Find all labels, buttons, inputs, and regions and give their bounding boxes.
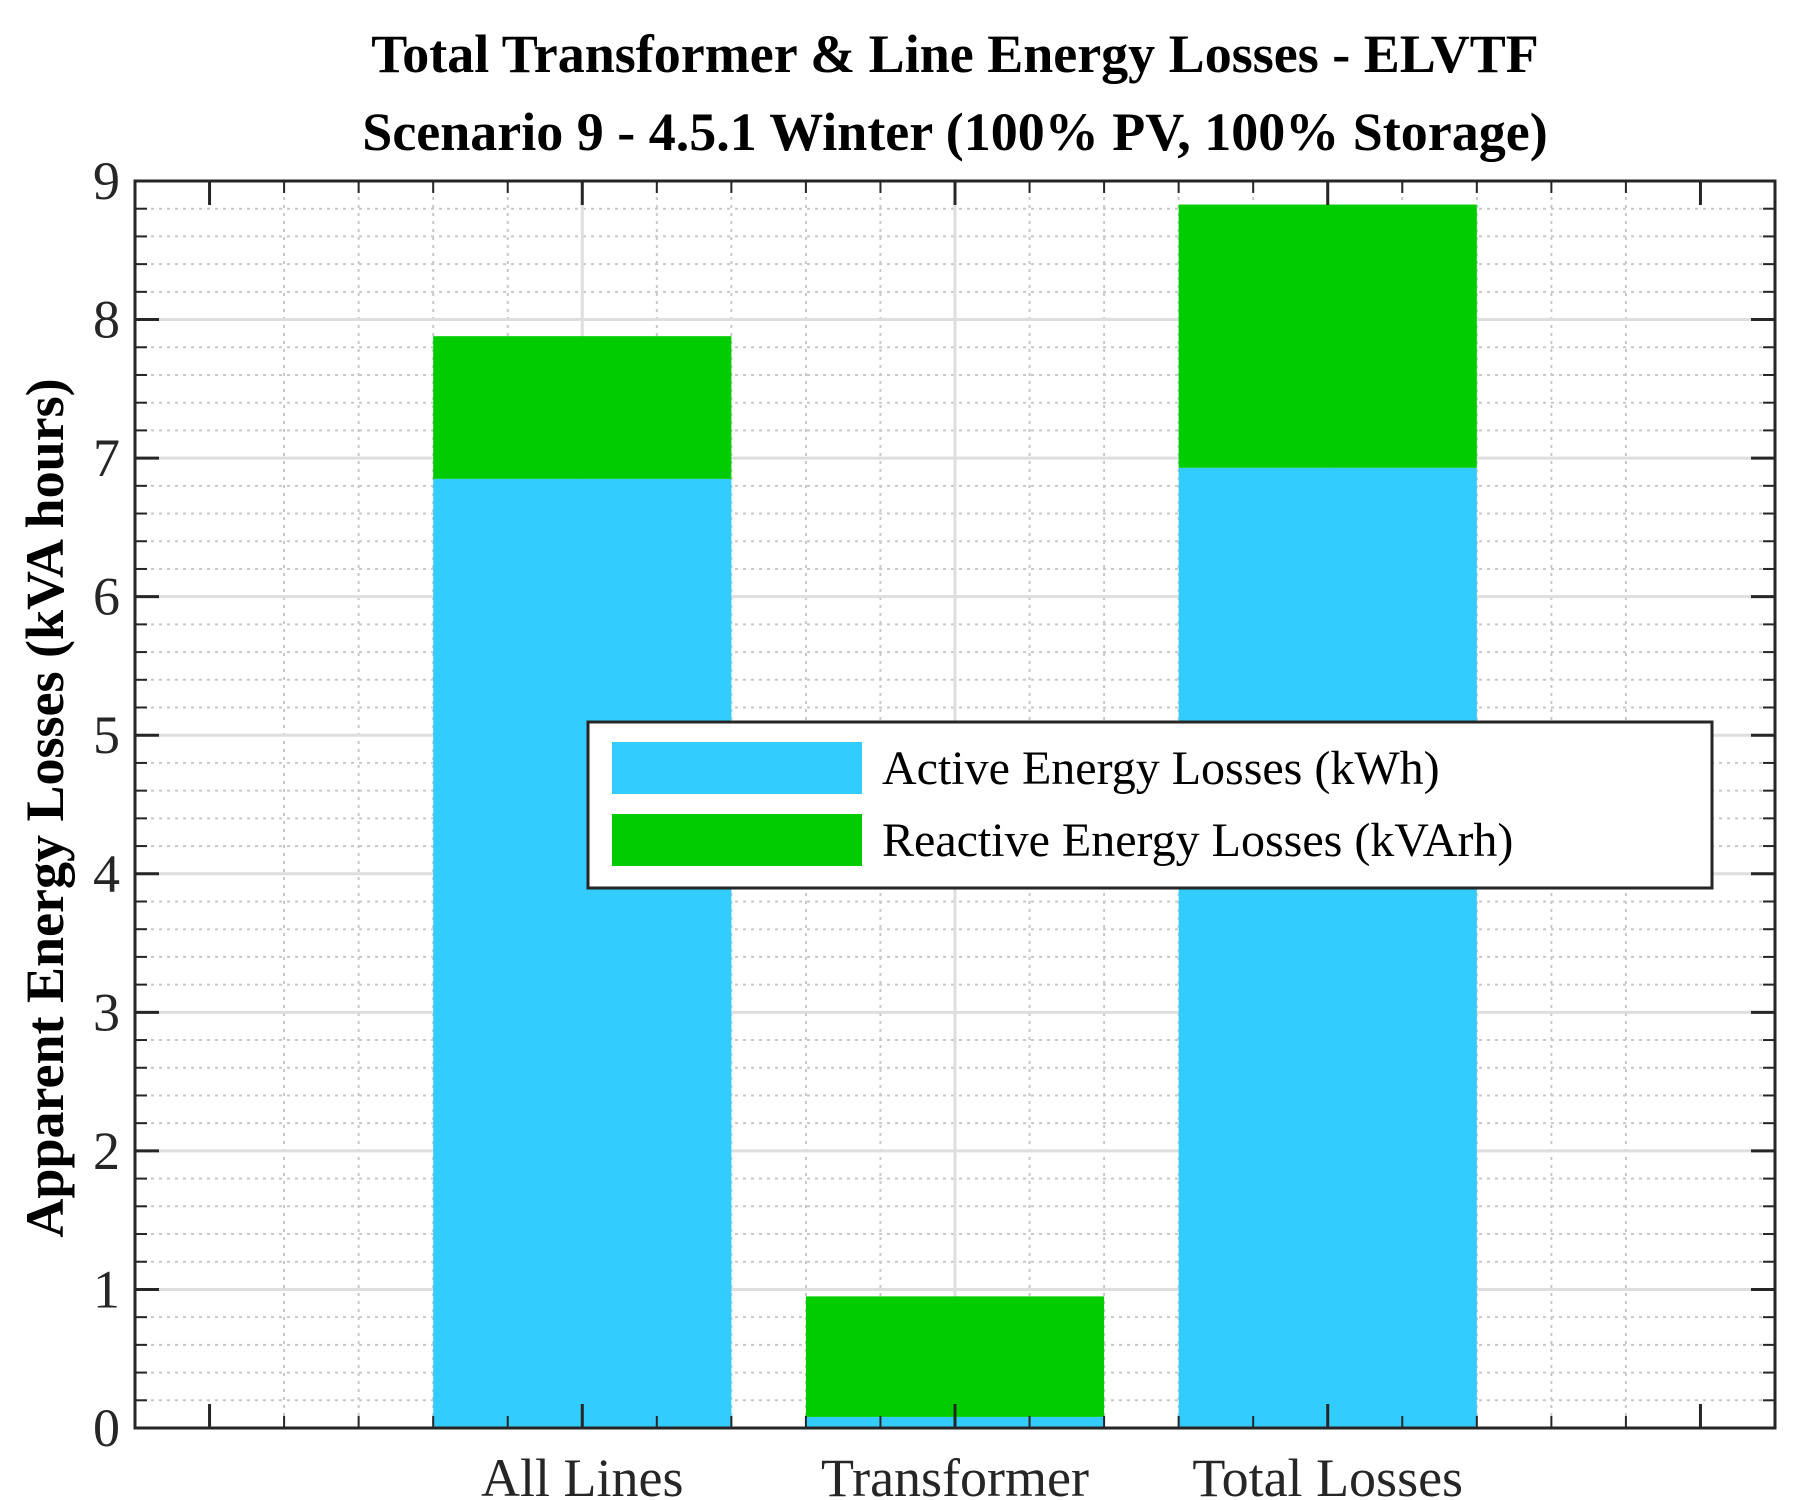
legend-label-reactive: Reactive Energy Losses (kVArh) xyxy=(882,814,1513,867)
y-tick-label: 6 xyxy=(93,567,120,627)
y-axis-label: Apparent Energy Losses (kVA hours) xyxy=(15,378,75,1237)
bar-active-3 xyxy=(1178,467,1477,1428)
y-tick-label: 1 xyxy=(93,1259,120,1319)
bar-reactive-1 xyxy=(433,336,732,479)
y-tick-label: 9 xyxy=(93,151,120,211)
y-tick-label: 5 xyxy=(93,705,120,765)
y-tick-label: 8 xyxy=(93,290,120,350)
chart-title: Total Transformer & Line Energy Losses -… xyxy=(362,24,1547,162)
legend-swatch-reactive xyxy=(612,814,862,866)
y-tick-label: 2 xyxy=(93,1121,120,1181)
y-tick-label: 0 xyxy=(93,1398,120,1458)
legend-swatch-active xyxy=(612,742,862,794)
bar-reactive-2 xyxy=(805,1296,1105,1417)
y-tick-label: 7 xyxy=(93,428,120,488)
bar-reactive-3 xyxy=(1178,204,1477,468)
bar-active-1 xyxy=(433,478,732,1429)
legend-label-active: Active Energy Losses (kWh) xyxy=(882,742,1440,795)
y-tick-label: 3 xyxy=(93,982,120,1042)
legend: Active Energy Losses (kWh) Reactive Energ… xyxy=(586,720,1714,890)
y-tick-label: 4 xyxy=(93,844,120,904)
chart-title-line-2: Scenario 9 - 4.5.1 Winter (100% PV, 100%… xyxy=(362,102,1547,162)
tick-labels: 0 1 2 3 4 5 6 7 8 9 All Lines Transformer Total Loss… xyxy=(93,151,1463,1500)
chart-title-line-1: Total Transformer & Line Energy Losses -… xyxy=(371,24,1539,84)
axes xyxy=(133,179,1777,1430)
x-tick-label: Total Losses xyxy=(1192,1448,1463,1500)
x-tick-label: Transformer xyxy=(821,1448,1089,1500)
bars xyxy=(433,204,1477,1429)
x-tick-label: All Lines xyxy=(481,1448,683,1500)
